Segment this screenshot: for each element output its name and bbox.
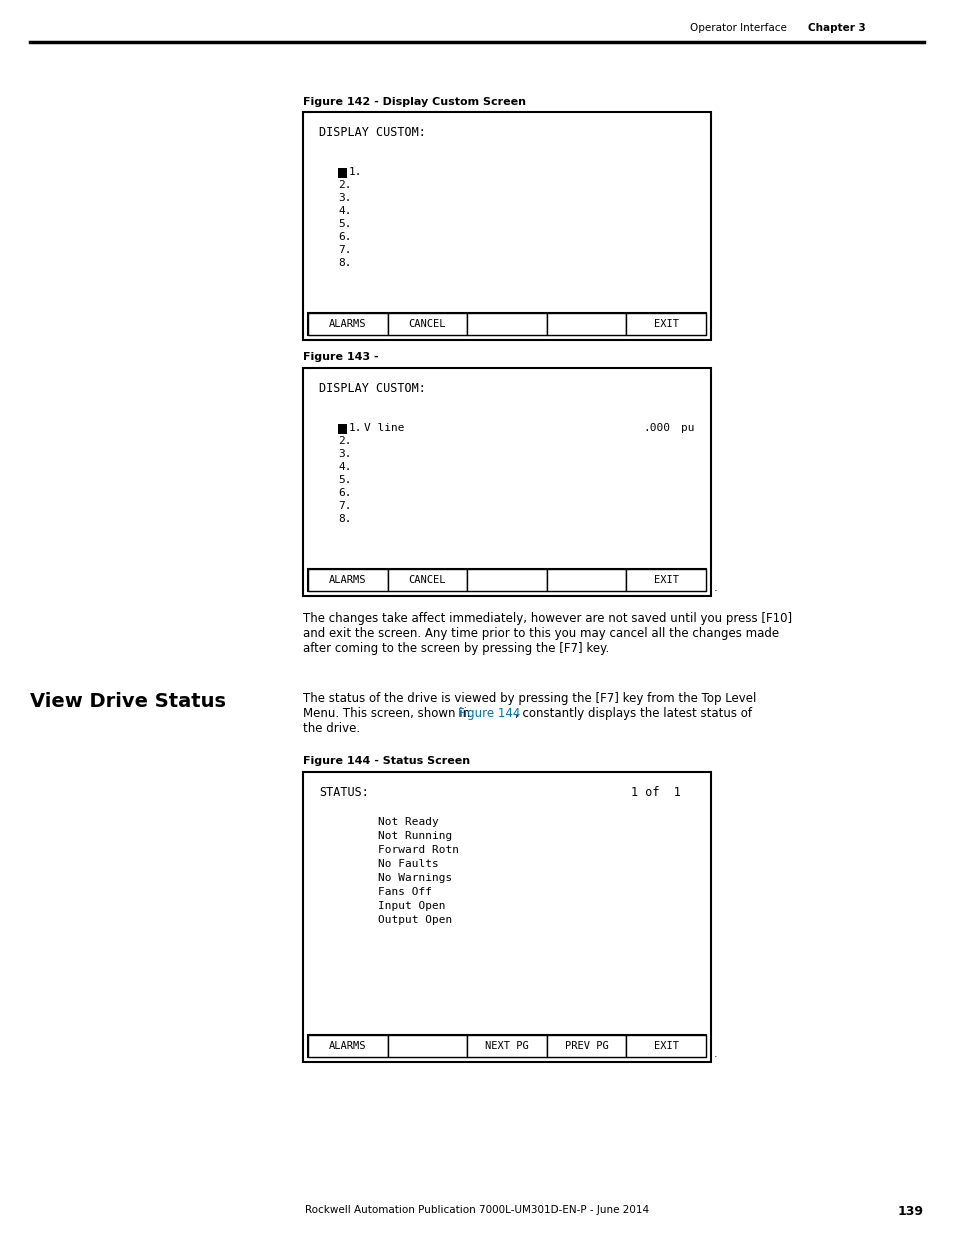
Text: NEXT PG: NEXT PG bbox=[485, 1041, 528, 1051]
Text: Figure 143 -: Figure 143 - bbox=[303, 352, 378, 362]
Bar bbox=[387, 1035, 467, 1057]
Text: 7.: 7. bbox=[337, 501, 351, 511]
Text: .: . bbox=[713, 1049, 717, 1058]
Bar bbox=[308, 1035, 387, 1057]
Text: 5.: 5. bbox=[337, 219, 351, 228]
Text: Operator Interface: Operator Interface bbox=[689, 23, 786, 33]
Bar bbox=[303, 368, 710, 597]
Text: Input Open: Input Open bbox=[377, 902, 445, 911]
Bar bbox=[546, 1035, 626, 1057]
Text: Rockwell Automation Publication 7000L-UM301D-EN-P - June 2014: Rockwell Automation Publication 7000L-UM… bbox=[305, 1205, 648, 1215]
Text: after coming to the screen by pressing the [F7] key.: after coming to the screen by pressing t… bbox=[303, 642, 609, 655]
Text: CANCEL: CANCEL bbox=[408, 319, 446, 329]
Bar bbox=[626, 1035, 705, 1057]
Text: 2.: 2. bbox=[337, 180, 351, 190]
Text: the drive.: the drive. bbox=[303, 722, 359, 735]
Text: 6.: 6. bbox=[337, 488, 351, 498]
Bar bbox=[387, 312, 467, 335]
Text: Menu. This screen, shown in: Menu. This screen, shown in bbox=[303, 706, 474, 720]
Text: STATUS:: STATUS: bbox=[318, 785, 369, 799]
Text: , constantly displays the latest status of: , constantly displays the latest status … bbox=[515, 706, 751, 720]
Text: 6.: 6. bbox=[337, 232, 351, 242]
Text: 3.: 3. bbox=[337, 450, 351, 459]
Text: 139: 139 bbox=[897, 1205, 923, 1218]
Text: DISPLAY CUSTOM:: DISPLAY CUSTOM: bbox=[318, 382, 425, 395]
Bar bbox=[467, 569, 546, 592]
Text: pu: pu bbox=[680, 424, 694, 433]
Text: 1 of  1: 1 of 1 bbox=[630, 785, 680, 799]
Text: PREV PG: PREV PG bbox=[564, 1041, 608, 1051]
Text: The status of the drive is viewed by pressing the [F7] key from the Top Level: The status of the drive is viewed by pre… bbox=[303, 692, 756, 705]
Bar bbox=[467, 1035, 546, 1057]
Text: .: . bbox=[713, 583, 717, 593]
Bar bbox=[387, 569, 467, 592]
Text: The changes take affect immediately, however are not saved until you press [F10]: The changes take affect immediately, how… bbox=[303, 613, 791, 625]
Text: 8.: 8. bbox=[337, 514, 351, 524]
Text: 5.: 5. bbox=[337, 475, 351, 485]
Text: 1.: 1. bbox=[349, 424, 362, 433]
Text: EXIT: EXIT bbox=[653, 319, 678, 329]
Bar bbox=[626, 312, 705, 335]
Bar bbox=[308, 312, 387, 335]
Text: Output Open: Output Open bbox=[377, 915, 452, 925]
Text: ALARMS: ALARMS bbox=[329, 576, 366, 585]
Text: 7.: 7. bbox=[337, 245, 351, 254]
Text: 1.: 1. bbox=[349, 167, 362, 177]
Bar bbox=[467, 312, 546, 335]
Bar bbox=[308, 569, 387, 592]
Bar bbox=[546, 312, 626, 335]
Text: Figure 142 - Display Custom Screen: Figure 142 - Display Custom Screen bbox=[303, 98, 525, 107]
Text: No Warnings: No Warnings bbox=[377, 873, 452, 883]
Text: Forward Rotn: Forward Rotn bbox=[377, 845, 458, 855]
Text: Fans Off: Fans Off bbox=[377, 887, 432, 897]
Bar bbox=[308, 1035, 705, 1057]
Bar bbox=[546, 569, 626, 592]
Bar bbox=[303, 772, 710, 1062]
Text: .000: .000 bbox=[642, 424, 669, 433]
Text: CANCEL: CANCEL bbox=[408, 576, 446, 585]
Text: DISPLAY CUSTOM:: DISPLAY CUSTOM: bbox=[318, 126, 425, 140]
Bar bbox=[626, 569, 705, 592]
Text: ALARMS: ALARMS bbox=[329, 1041, 366, 1051]
Text: No Faults: No Faults bbox=[377, 860, 438, 869]
Text: V line: V line bbox=[364, 424, 404, 433]
Text: 3.: 3. bbox=[337, 193, 351, 203]
Text: 4.: 4. bbox=[337, 206, 351, 216]
Text: EXIT: EXIT bbox=[653, 1041, 678, 1051]
Text: 2.: 2. bbox=[337, 436, 351, 446]
Text: Not Running: Not Running bbox=[377, 831, 452, 841]
Text: ALARMS: ALARMS bbox=[329, 319, 366, 329]
Text: Figure 144: Figure 144 bbox=[457, 706, 519, 720]
Text: and exit the screen. Any time prior to this you may cancel all the changes made: and exit the screen. Any time prior to t… bbox=[303, 627, 779, 640]
Bar bbox=[303, 112, 710, 340]
Bar bbox=[308, 312, 705, 335]
Text: 4.: 4. bbox=[337, 462, 351, 472]
Text: 8.: 8. bbox=[337, 258, 351, 268]
Text: Not Ready: Not Ready bbox=[377, 818, 438, 827]
Text: View Drive Status: View Drive Status bbox=[30, 692, 226, 711]
Bar bbox=[337, 168, 347, 178]
Text: Figure 144 - Status Screen: Figure 144 - Status Screen bbox=[303, 756, 470, 766]
Bar bbox=[337, 424, 347, 433]
Bar bbox=[308, 569, 705, 592]
Text: EXIT: EXIT bbox=[653, 576, 678, 585]
Text: Chapter 3: Chapter 3 bbox=[807, 23, 864, 33]
